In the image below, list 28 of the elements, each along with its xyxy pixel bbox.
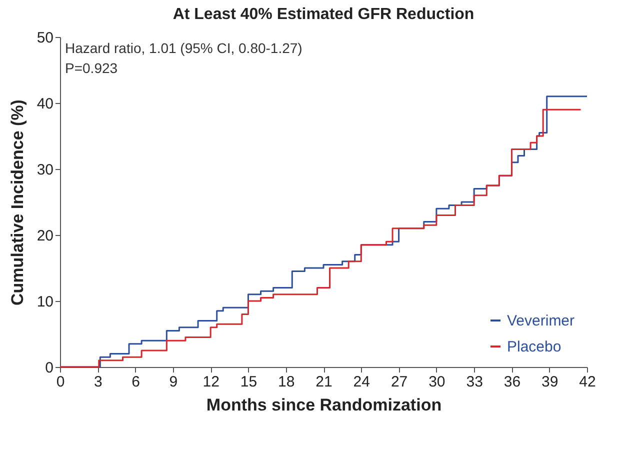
x-tick-label: 18 — [278, 374, 295, 390]
y-tick-label: 40 — [36, 96, 54, 112]
chart-title: At Least 40% Estimated GFR Reduction — [172, 6, 474, 23]
x-tick-label: 24 — [353, 374, 370, 390]
x-tick-label: 33 — [466, 374, 483, 390]
x-tick-label: 12 — [202, 374, 220, 390]
y-tick-label: 50 — [36, 30, 54, 46]
x-tick-label: 42 — [579, 374, 596, 390]
x-tick-label: 27 — [390, 374, 408, 390]
annotation: Hazard ratio, 1.01 (95% CI, 0.80-1.27) — [65, 40, 302, 56]
y-tick-label: 30 — [36, 162, 54, 178]
x-tick-label: 0 — [56, 374, 65, 390]
x-tick-label: 36 — [504, 374, 521, 390]
x-tick-label: 6 — [132, 374, 140, 390]
x-tick-label: 15 — [240, 374, 258, 390]
y-axis-title: Cumulative Incidence (%) — [8, 100, 27, 306]
x-tick-label: 21 — [316, 374, 332, 390]
x-tick-label: 9 — [169, 374, 178, 390]
y-tick-label: 0 — [45, 360, 54, 376]
x-tick-label: 3 — [94, 374, 102, 390]
annotation: P=0.923 — [65, 60, 118, 76]
y-tick-label: 10 — [36, 294, 54, 310]
x-tick-label: 30 — [428, 374, 446, 390]
x-tick-label: 39 — [542, 374, 558, 390]
x-axis-title: Months since Randomization — [206, 396, 442, 414]
legend-label: Placebo — [507, 338, 562, 356]
legend-label: Veverimer — [507, 312, 575, 330]
y-tick-label: 20 — [36, 228, 54, 244]
